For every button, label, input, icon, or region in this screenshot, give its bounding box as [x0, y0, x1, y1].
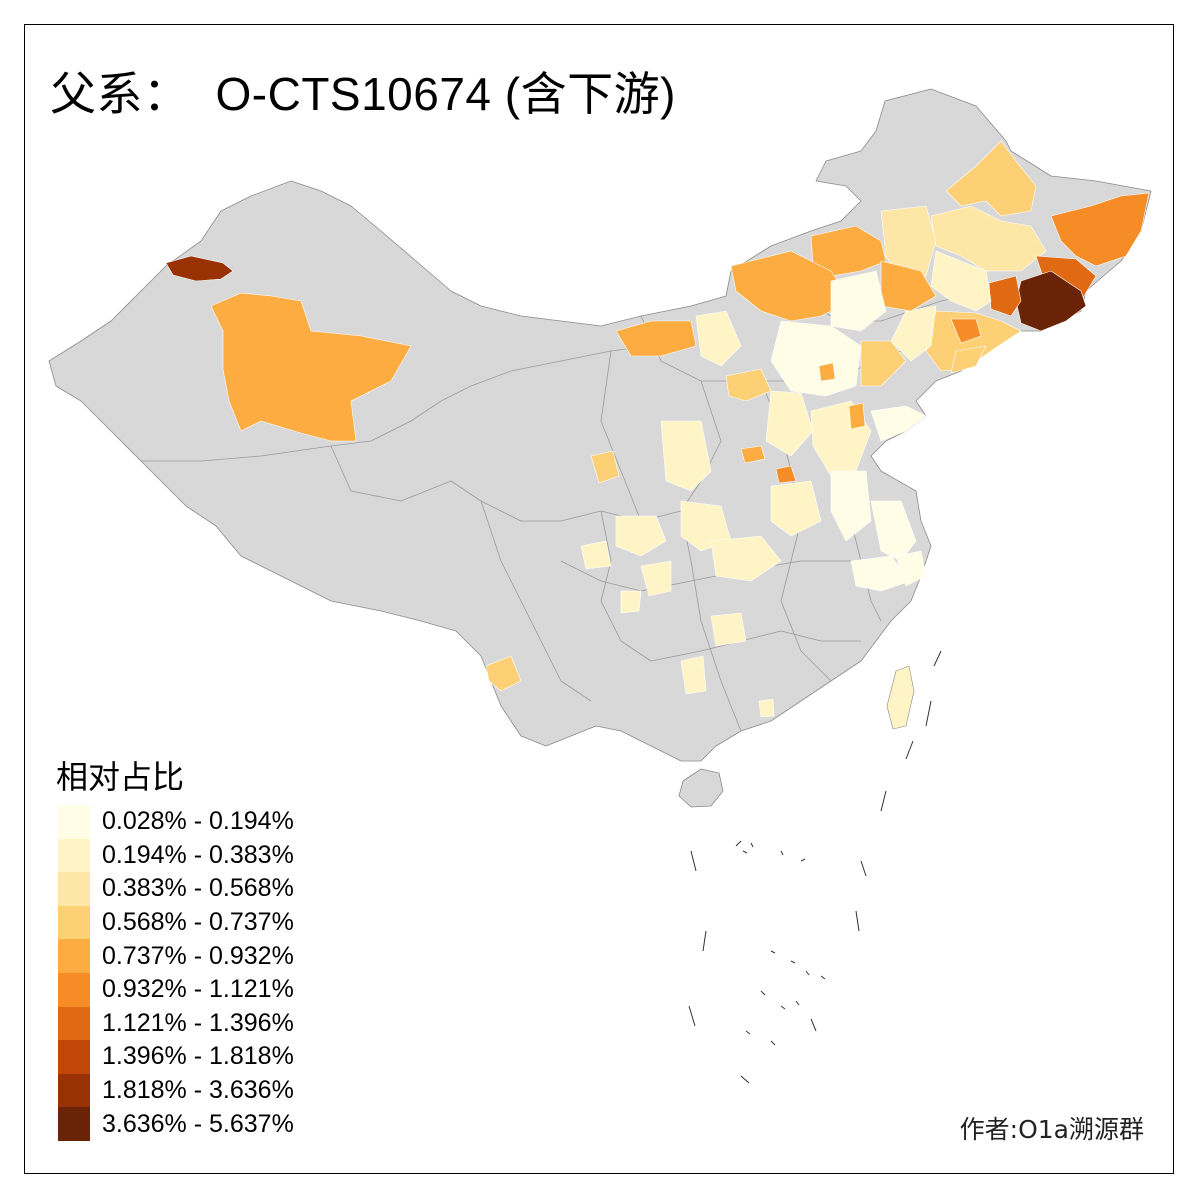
region-qinghai-east	[590, 450, 620, 484]
legend-item: 0.568% - 0.737%	[58, 905, 294, 940]
region-jiangsu	[870, 500, 917, 562]
legend-label: 0.383% - 0.568%	[102, 874, 294, 903]
region-jilin-west	[930, 250, 992, 312]
region-shanxi	[765, 390, 814, 457]
region-jilin-east	[1015, 270, 1087, 332]
legend-swatch	[58, 972, 90, 1007]
region-inner-mongolia-hulun	[880, 205, 937, 282]
region-shaanxi-north	[660, 420, 712, 492]
legend-item: 0.194% - 0.383%	[58, 838, 294, 873]
region-guangxi	[680, 655, 707, 695]
legend-label: 1.818% - 3.636%	[102, 1076, 294, 1105]
legend-label: 1.396% - 1.818%	[102, 1042, 294, 1071]
legend-label: 0.932% - 1.121%	[102, 975, 294, 1004]
region-guizhou	[620, 590, 642, 614]
region-liaoning-orange	[950, 318, 982, 344]
region-inner-mongolia-xilin	[730, 250, 852, 322]
region-inner-mongolia-baotou	[695, 310, 742, 367]
region-beijing	[818, 362, 836, 382]
region-henan-orange	[740, 445, 766, 464]
title-haplogroup: O-CTS10674 (含下游)	[215, 68, 676, 120]
region-shandong-east	[870, 405, 927, 442]
title-prefix: 父系：	[50, 67, 190, 121]
region-heilongjiang-mid	[930, 205, 1047, 272]
region-heilongjiang-east	[1050, 192, 1150, 267]
region-hubei	[710, 535, 782, 582]
region-liaoning-south	[950, 345, 987, 374]
legend-swatch	[58, 1107, 90, 1141]
legend-label: 3.636% - 5.637%	[102, 1109, 294, 1138]
region-chongqing	[640, 560, 672, 597]
region-xinjiang-ili	[165, 255, 234, 282]
region-yunnan-west	[485, 655, 522, 692]
legend-item: 1.121% - 1.396%	[58, 1006, 294, 1041]
legend-swatch	[58, 838, 90, 873]
legend-label: 0.028% - 0.194%	[102, 807, 294, 836]
region-liaoning	[925, 310, 1022, 372]
author-credit: 作者:O1a溯源群	[959, 1115, 1144, 1144]
region-inner-mongolia-west	[615, 320, 697, 357]
map-frame	[24, 24, 1174, 1174]
legend-label: 0.568% - 0.737%	[102, 908, 294, 937]
region-liaoning-west	[890, 305, 937, 362]
legend-swatch	[58, 805, 90, 839]
region-zhejiang	[895, 550, 927, 587]
region-guangdong	[758, 698, 775, 718]
legend-swatch	[58, 905, 90, 940]
region-anhui	[830, 470, 872, 542]
legend-label: 0.194% - 0.383%	[102, 840, 294, 869]
region-taiwan	[886, 665, 915, 730]
hainan-island	[678, 768, 724, 808]
legend-swatch	[58, 1040, 90, 1074]
legend: 0.028% - 0.194% 0.194% - 0.383% 0.383% - 0…	[58, 805, 294, 1141]
region-henan	[770, 480, 822, 537]
legend-swatch	[58, 1006, 90, 1041]
legend-swatch	[58, 872, 90, 906]
china-choropleth-map	[48, 88, 1152, 1084]
legend-item: 0.383% - 0.568%	[58, 872, 294, 906]
legend-item: 0.737% - 0.932%	[58, 939, 294, 973]
region-xinjiang-tarbagatai	[210, 292, 412, 442]
region-shanxi-north	[725, 368, 772, 402]
region-hunan	[710, 612, 747, 647]
legend-item: 1.396% - 1.818%	[58, 1040, 294, 1074]
south-china-sea-inset	[688, 650, 942, 1084]
legend-swatch	[58, 1073, 90, 1108]
legend-item: 3.636% - 5.637%	[58, 1107, 294, 1141]
legend-label: 0.737% - 0.932%	[102, 941, 294, 970]
region-sichuan-east	[615, 515, 667, 557]
region-sichuan-dot	[580, 540, 612, 570]
region-jilin-mid	[988, 275, 1022, 317]
region-heilongjiang-north	[945, 140, 1037, 217]
region-hebei-east	[860, 340, 907, 387]
legend-item: 1.818% - 3.636%	[58, 1073, 294, 1108]
region-shandong-dot	[848, 402, 866, 430]
region-jiangxi	[850, 555, 912, 592]
region-henan-orange2	[775, 465, 797, 484]
legend-item: 0.028% - 0.194%	[58, 805, 294, 839]
legend-title: 相对占比	[56, 758, 185, 796]
legend-swatch	[58, 939, 90, 973]
map-title: 父系： O-CTS10674 (含下游)	[50, 58, 676, 124]
legend-label: 1.121% - 1.396%	[102, 1008, 294, 1037]
region-inner-mongolia-mid	[830, 270, 887, 332]
region-beijing-hebei	[770, 320, 862, 397]
legend-item: 0.932% - 1.121%	[58, 972, 294, 1007]
